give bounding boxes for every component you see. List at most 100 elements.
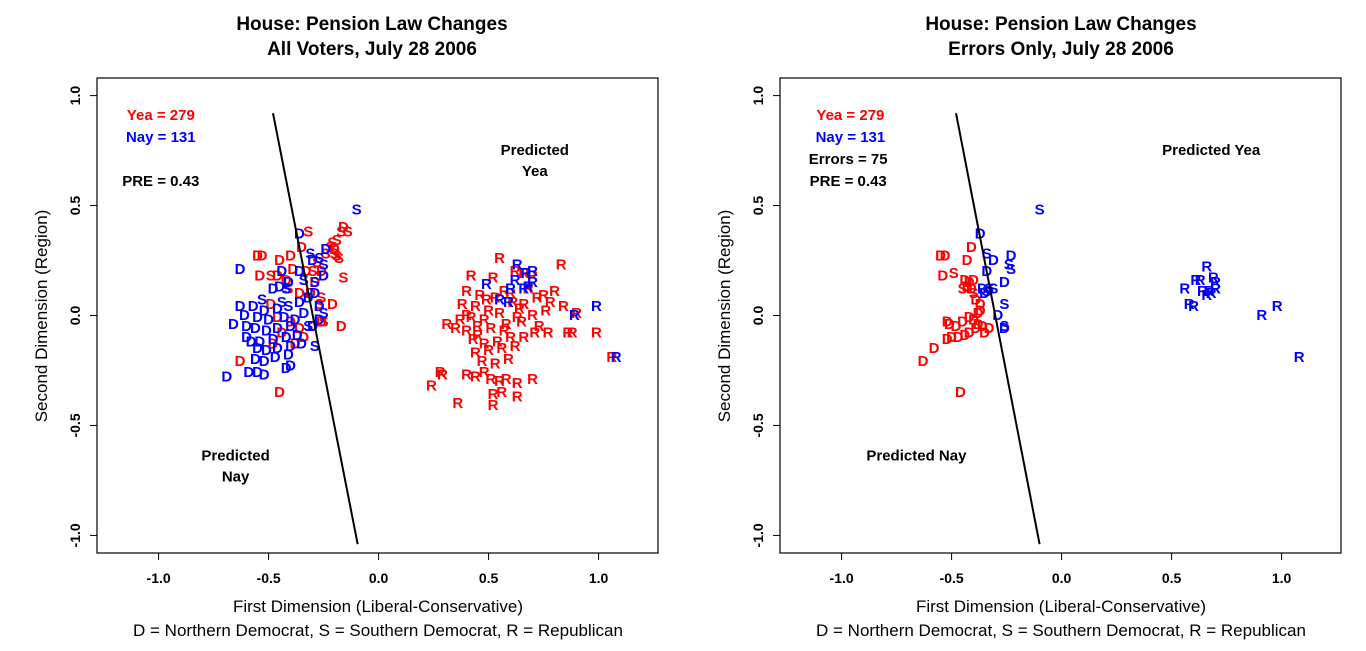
vote-point-nay-r: R: [510, 272, 521, 289]
vote-point-yea-d: D: [946, 329, 957, 346]
vote-point-nay-d: D: [272, 300, 283, 317]
vote-point-nay-d: D: [320, 241, 331, 258]
vote-point-nay-d: D: [285, 318, 296, 335]
region-label: Predicted Nay: [866, 448, 967, 465]
vote-point-yea-d: D: [307, 318, 318, 335]
chart-title-line-1: House: Pension Law Changes: [236, 14, 507, 35]
vote-point-yea-d: D: [336, 318, 347, 335]
vote-point-yea-r: R: [452, 395, 463, 412]
vote-point-nay-d: D: [252, 340, 263, 357]
y-tick-label: -1.0: [67, 523, 83, 547]
vote-point-yea-d: D: [918, 353, 929, 370]
vote-point-yea-r: R: [527, 371, 538, 388]
vote-point-yea-r: R: [512, 309, 523, 326]
vote-point-nay-d: D: [268, 281, 279, 298]
vote-point-yea-r: R: [510, 338, 521, 355]
vote-point-yea-r: R: [518, 265, 529, 282]
vote-point-nay-d: D: [228, 316, 239, 333]
stat-label: Nay = 131: [126, 129, 196, 146]
vote-point-nay-r: R: [1195, 272, 1206, 289]
vote-point-yea-s: S: [327, 234, 337, 251]
vote-point-yea-r: R: [457, 296, 468, 313]
vote-point-nay-d: D: [252, 364, 263, 381]
annotations: Yea = 279 Nay = 131 PRE = 0.43 Predicted Yea…: [122, 107, 569, 486]
vote-point-nay-d: D: [268, 331, 279, 348]
vote-point-yea-d: D: [235, 353, 246, 370]
vote-point-nay-d: D: [992, 307, 1003, 324]
vote-point-yea-d: D: [962, 252, 973, 269]
stat-label: Errors = 75: [809, 151, 888, 168]
vote-point-yea-s: S: [949, 265, 959, 282]
vote-point-yea-s: S: [316, 289, 326, 306]
vote-point-yea-d: D: [287, 261, 298, 278]
vote-point-yea-d: D: [316, 263, 327, 280]
vote-point-nay-d: D: [276, 263, 287, 280]
vote-point-yea-r: R: [516, 314, 527, 331]
vote-point-yea-d: D: [281, 272, 292, 289]
x-tick-label: 1.0: [589, 570, 609, 586]
vote-point-nay-d: D: [307, 252, 318, 269]
x-tick-label: 0.5: [1162, 570, 1182, 586]
vote-point-nay-d: D: [281, 360, 292, 377]
vote-point-yea-r: R: [470, 369, 481, 386]
vote-point-nay-r: R: [1210, 281, 1221, 298]
vote-point-yea-r: R: [606, 349, 617, 366]
vote-point-yea-r: R: [501, 316, 512, 333]
vote-point-yea-d: D: [964, 274, 975, 291]
vote-point-yea-s: S: [343, 223, 353, 240]
vote-point-yea-d: D: [937, 267, 948, 284]
y-tick-label: -1.0: [750, 523, 766, 547]
vote-point-yea-d: D: [984, 320, 995, 337]
vote-point-yea-r: R: [472, 327, 483, 344]
cutting-line: [955, 112, 1041, 545]
vote-point-yea-d: D: [272, 267, 283, 284]
vote-point-yea-s: S: [958, 281, 968, 298]
vote-point-yea-d: D: [285, 248, 296, 265]
region-label: Predicted Yea: [1162, 142, 1261, 159]
vote-point-yea-r: R: [485, 320, 496, 337]
vote-point-yea-r: R: [479, 336, 490, 353]
vote-point-yea-r: R: [483, 303, 494, 320]
vote-point-yea-r: R: [479, 364, 490, 381]
vote-point-yea-r: R: [470, 344, 481, 361]
x-tick-label: 0.0: [1052, 570, 1072, 586]
vote-point-yea-d: D: [296, 239, 307, 256]
vote-point-nay-d: D: [318, 267, 329, 284]
vote-point-yea-r: R: [479, 311, 490, 328]
x-tick-label: -0.5: [257, 570, 281, 586]
vote-point-yea-r: R: [426, 377, 437, 394]
vote-point-yea-r: R: [556, 256, 567, 273]
vote-point-yea-r: R: [437, 366, 448, 383]
vote-point-yea-d: D: [298, 329, 309, 346]
vote-point-nay-s: S: [257, 292, 267, 309]
vote-point-yea-d: D: [294, 320, 305, 337]
vote-point-yea-r: R: [529, 325, 540, 342]
vote-point-yea-d: D: [959, 327, 970, 344]
vote-point-yea-d: D: [316, 314, 327, 331]
vote-point-yea-r: R: [545, 294, 556, 311]
vote-point-yea-s: S: [332, 248, 342, 265]
vote-point-yea-r: R: [435, 364, 446, 381]
vote-point-yea-r: R: [455, 311, 466, 328]
vote-point-nay-s: S: [283, 298, 293, 315]
vote-point-nay-d: D: [259, 353, 270, 370]
vote-point-nay-r: R: [523, 278, 534, 295]
vote-point-yea-r: R: [507, 294, 518, 311]
vote-point-yea-d: D: [966, 239, 977, 256]
vote-point-nay-d: D: [272, 340, 283, 357]
vote-point-yea-d: D: [272, 309, 283, 326]
vote-point-nay-d: D: [292, 327, 303, 344]
vote-point-yea-r: R: [543, 325, 554, 342]
vote-point-yea-d: D: [973, 316, 984, 333]
vote-point-yea-d: D: [955, 384, 966, 401]
vote-point-yea-r: R: [488, 386, 499, 403]
x-axis-legend-note: D = Northern Democrat, S = Southern Demo…: [133, 621, 623, 640]
x-axis-label: First Dimension (Liberal-Conservative): [916, 597, 1206, 616]
vote-point-nay-d: D: [294, 263, 305, 280]
vote-point-yea-r: R: [496, 384, 507, 401]
vote-point-yea-r: R: [499, 322, 510, 339]
vote-point-nay-r: R: [505, 281, 516, 298]
vote-point-nay-d: D: [235, 261, 246, 278]
vote-point-yea-d: D: [966, 281, 977, 298]
vote-point-yea-d: D: [265, 296, 276, 313]
